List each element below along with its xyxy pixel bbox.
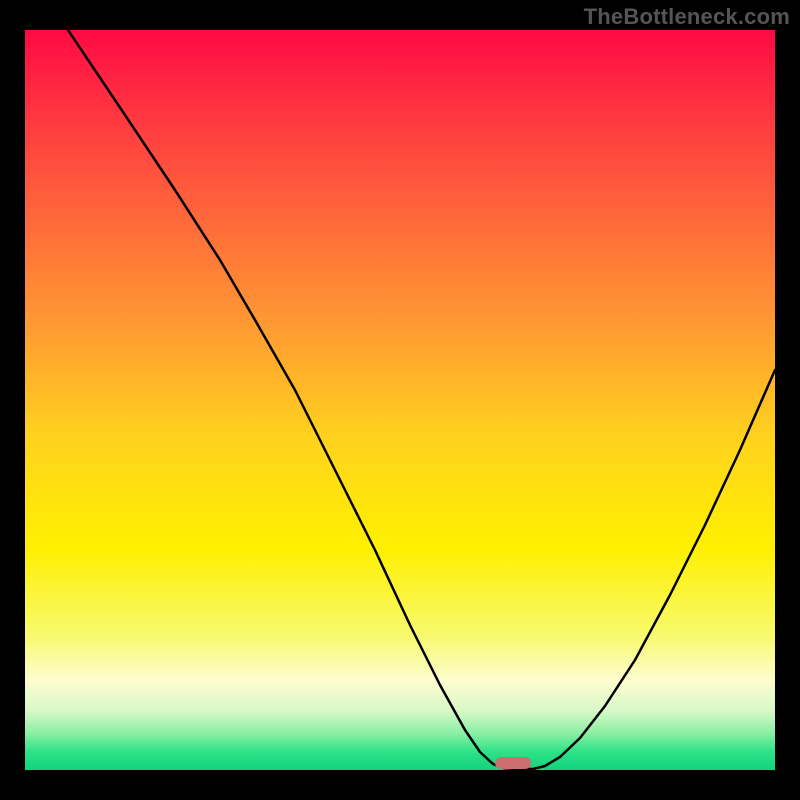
watermark-text: TheBottleneck.com bbox=[584, 4, 790, 30]
optimal-marker bbox=[495, 757, 531, 769]
curve-path bbox=[68, 30, 775, 769]
chart-frame: TheBottleneck.com bbox=[0, 0, 800, 800]
bottleneck-curve bbox=[25, 30, 775, 770]
plot-area bbox=[25, 30, 775, 770]
